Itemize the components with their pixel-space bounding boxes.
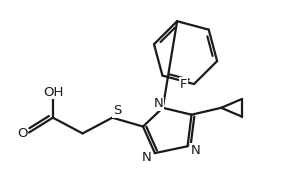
Text: S: S [113,104,121,117]
Text: F: F [179,78,187,91]
Text: N: N [191,144,200,157]
Text: OH: OH [44,86,64,99]
Text: N: N [142,151,152,164]
Text: N: N [154,97,164,110]
Text: O: O [17,127,27,140]
